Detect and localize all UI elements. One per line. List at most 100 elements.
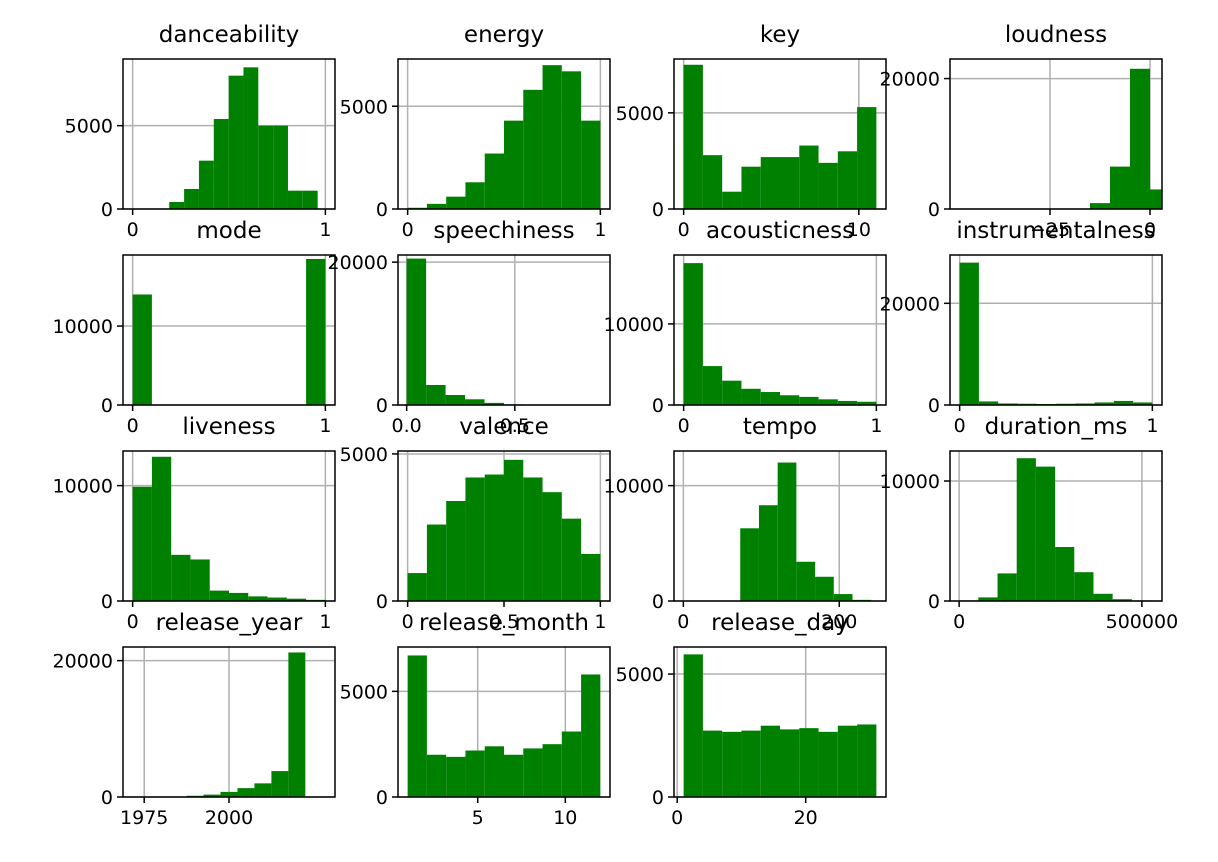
histogram-bar bbox=[760, 392, 780, 405]
axes-frame bbox=[673, 58, 887, 210]
histogram-bar bbox=[561, 518, 582, 601]
y-tick-label: 10000 bbox=[604, 314, 664, 336]
histogram-bar bbox=[426, 203, 447, 209]
x-tick-label: 0 bbox=[678, 415, 690, 437]
histogram-bar bbox=[213, 119, 229, 209]
x-tick-label: 0 bbox=[127, 415, 139, 437]
histogram-bar bbox=[169, 202, 185, 209]
histogram-bar bbox=[978, 401, 999, 405]
histogram-bar bbox=[561, 71, 582, 209]
histogram-bar bbox=[1090, 203, 1110, 209]
axes-frame bbox=[949, 254, 1163, 406]
y-tick-label: 0 bbox=[101, 787, 113, 809]
x-tick-label: 5 bbox=[472, 807, 484, 829]
histogram-bar bbox=[857, 724, 877, 797]
histogram-bar bbox=[484, 474, 504, 601]
histogram-bar bbox=[203, 794, 221, 797]
histogram-bar bbox=[445, 395, 466, 405]
histogram-bar bbox=[302, 190, 318, 209]
histogram-bar bbox=[229, 592, 249, 601]
histogram-bar bbox=[465, 750, 485, 797]
subplot-speechiness: 0.0 0.5 0 20000 speechiness bbox=[328, 218, 611, 437]
y-tick-label: 5000 bbox=[616, 664, 664, 686]
y-tick-label: 0 bbox=[928, 591, 940, 613]
histogram-bar bbox=[581, 120, 601, 209]
axes-frame bbox=[122, 58, 336, 210]
histogram-bar bbox=[542, 492, 562, 601]
y-tick-label: 0 bbox=[101, 199, 113, 221]
x-tick-label: 1975 bbox=[120, 807, 168, 829]
histogram-bar bbox=[288, 652, 306, 797]
histogram-bar bbox=[741, 388, 761, 405]
x-tick-label: 0 bbox=[127, 219, 139, 241]
histogram-bar bbox=[132, 294, 152, 405]
x-tick-label: 1 bbox=[870, 415, 882, 437]
subplot-title: liveness bbox=[182, 414, 275, 440]
histogram-bar bbox=[267, 597, 287, 601]
histogram-bar bbox=[818, 399, 838, 405]
x-tick-label: 0 bbox=[678, 219, 690, 241]
histogram-bar bbox=[248, 596, 268, 601]
y-tick-label: 5000 bbox=[340, 681, 388, 703]
y-tick-label: 0 bbox=[376, 787, 388, 809]
subplot-title: release_day bbox=[711, 610, 849, 636]
x-tick-label: 0 bbox=[954, 415, 966, 437]
histogram-bar bbox=[523, 748, 543, 797]
subplot-title: energy bbox=[464, 22, 544, 48]
y-tick-label: 5000 bbox=[340, 444, 388, 466]
x-tick-label: 0 bbox=[402, 219, 414, 241]
subplot-tempo: 0 200 0 10000 tempo bbox=[604, 414, 887, 633]
histogram-bar bbox=[799, 396, 819, 405]
x-tick-label: 0 bbox=[127, 611, 139, 633]
histogram-bar bbox=[818, 162, 838, 209]
x-tick-label: 2000 bbox=[205, 807, 253, 829]
subplot-key: 0 10 0 5000 key bbox=[616, 22, 887, 241]
histogram-bar bbox=[683, 654, 703, 797]
histogram-bar bbox=[1133, 402, 1153, 405]
histogram-bar bbox=[702, 155, 723, 209]
histogram-bar bbox=[857, 107, 877, 209]
histogram-bar bbox=[722, 380, 742, 405]
y-tick-label: 10000 bbox=[604, 476, 664, 498]
subplot-duration-ms: 0 500000 0 10000 duration_ms bbox=[880, 414, 1179, 633]
histogram-bar bbox=[581, 553, 601, 601]
histogram-bar bbox=[504, 754, 524, 797]
x-tick-label: 1 bbox=[319, 219, 331, 241]
histogram-bar bbox=[286, 598, 307, 601]
histogram-bar bbox=[190, 559, 210, 601]
subplot-title: speechiness bbox=[433, 218, 574, 244]
axes-frame bbox=[397, 254, 611, 406]
y-tick-label: 0 bbox=[376, 395, 388, 417]
histogram-bar bbox=[407, 655, 427, 797]
subplot-title: tempo bbox=[743, 414, 817, 440]
histogram-bar bbox=[799, 728, 819, 797]
y-tick-label: 0 bbox=[652, 591, 664, 613]
x-tick-label: 10 bbox=[553, 807, 577, 829]
histogram-bar bbox=[1130, 68, 1150, 209]
histogram-bar bbox=[741, 166, 761, 209]
subplot-energy: 0 1 0 5000 energy bbox=[340, 22, 611, 241]
histogram-bar bbox=[722, 731, 742, 797]
histogram-bar bbox=[1094, 402, 1114, 405]
histogram-bar bbox=[561, 731, 582, 797]
x-tick-label: 0 bbox=[402, 611, 414, 633]
histogram-bar bbox=[837, 400, 858, 405]
y-tick-label: 0 bbox=[928, 199, 940, 221]
histogram-bar bbox=[446, 501, 466, 601]
histogram-bar bbox=[426, 524, 447, 601]
histogram-bar bbox=[171, 554, 191, 601]
y-tick-label: 20000 bbox=[880, 69, 940, 91]
subplot-title: release_year bbox=[156, 610, 303, 636]
histogram-bar bbox=[837, 725, 858, 797]
y-tick-label: 5000 bbox=[616, 103, 664, 125]
x-tick-label: 0 bbox=[1144, 219, 1156, 241]
histogram-bar bbox=[523, 477, 543, 601]
histogram-bar bbox=[465, 477, 485, 601]
axes-frame bbox=[397, 646, 611, 798]
histogram-bar bbox=[581, 674, 601, 797]
histogram-bar bbox=[426, 385, 446, 405]
histogram-bar bbox=[258, 125, 274, 209]
